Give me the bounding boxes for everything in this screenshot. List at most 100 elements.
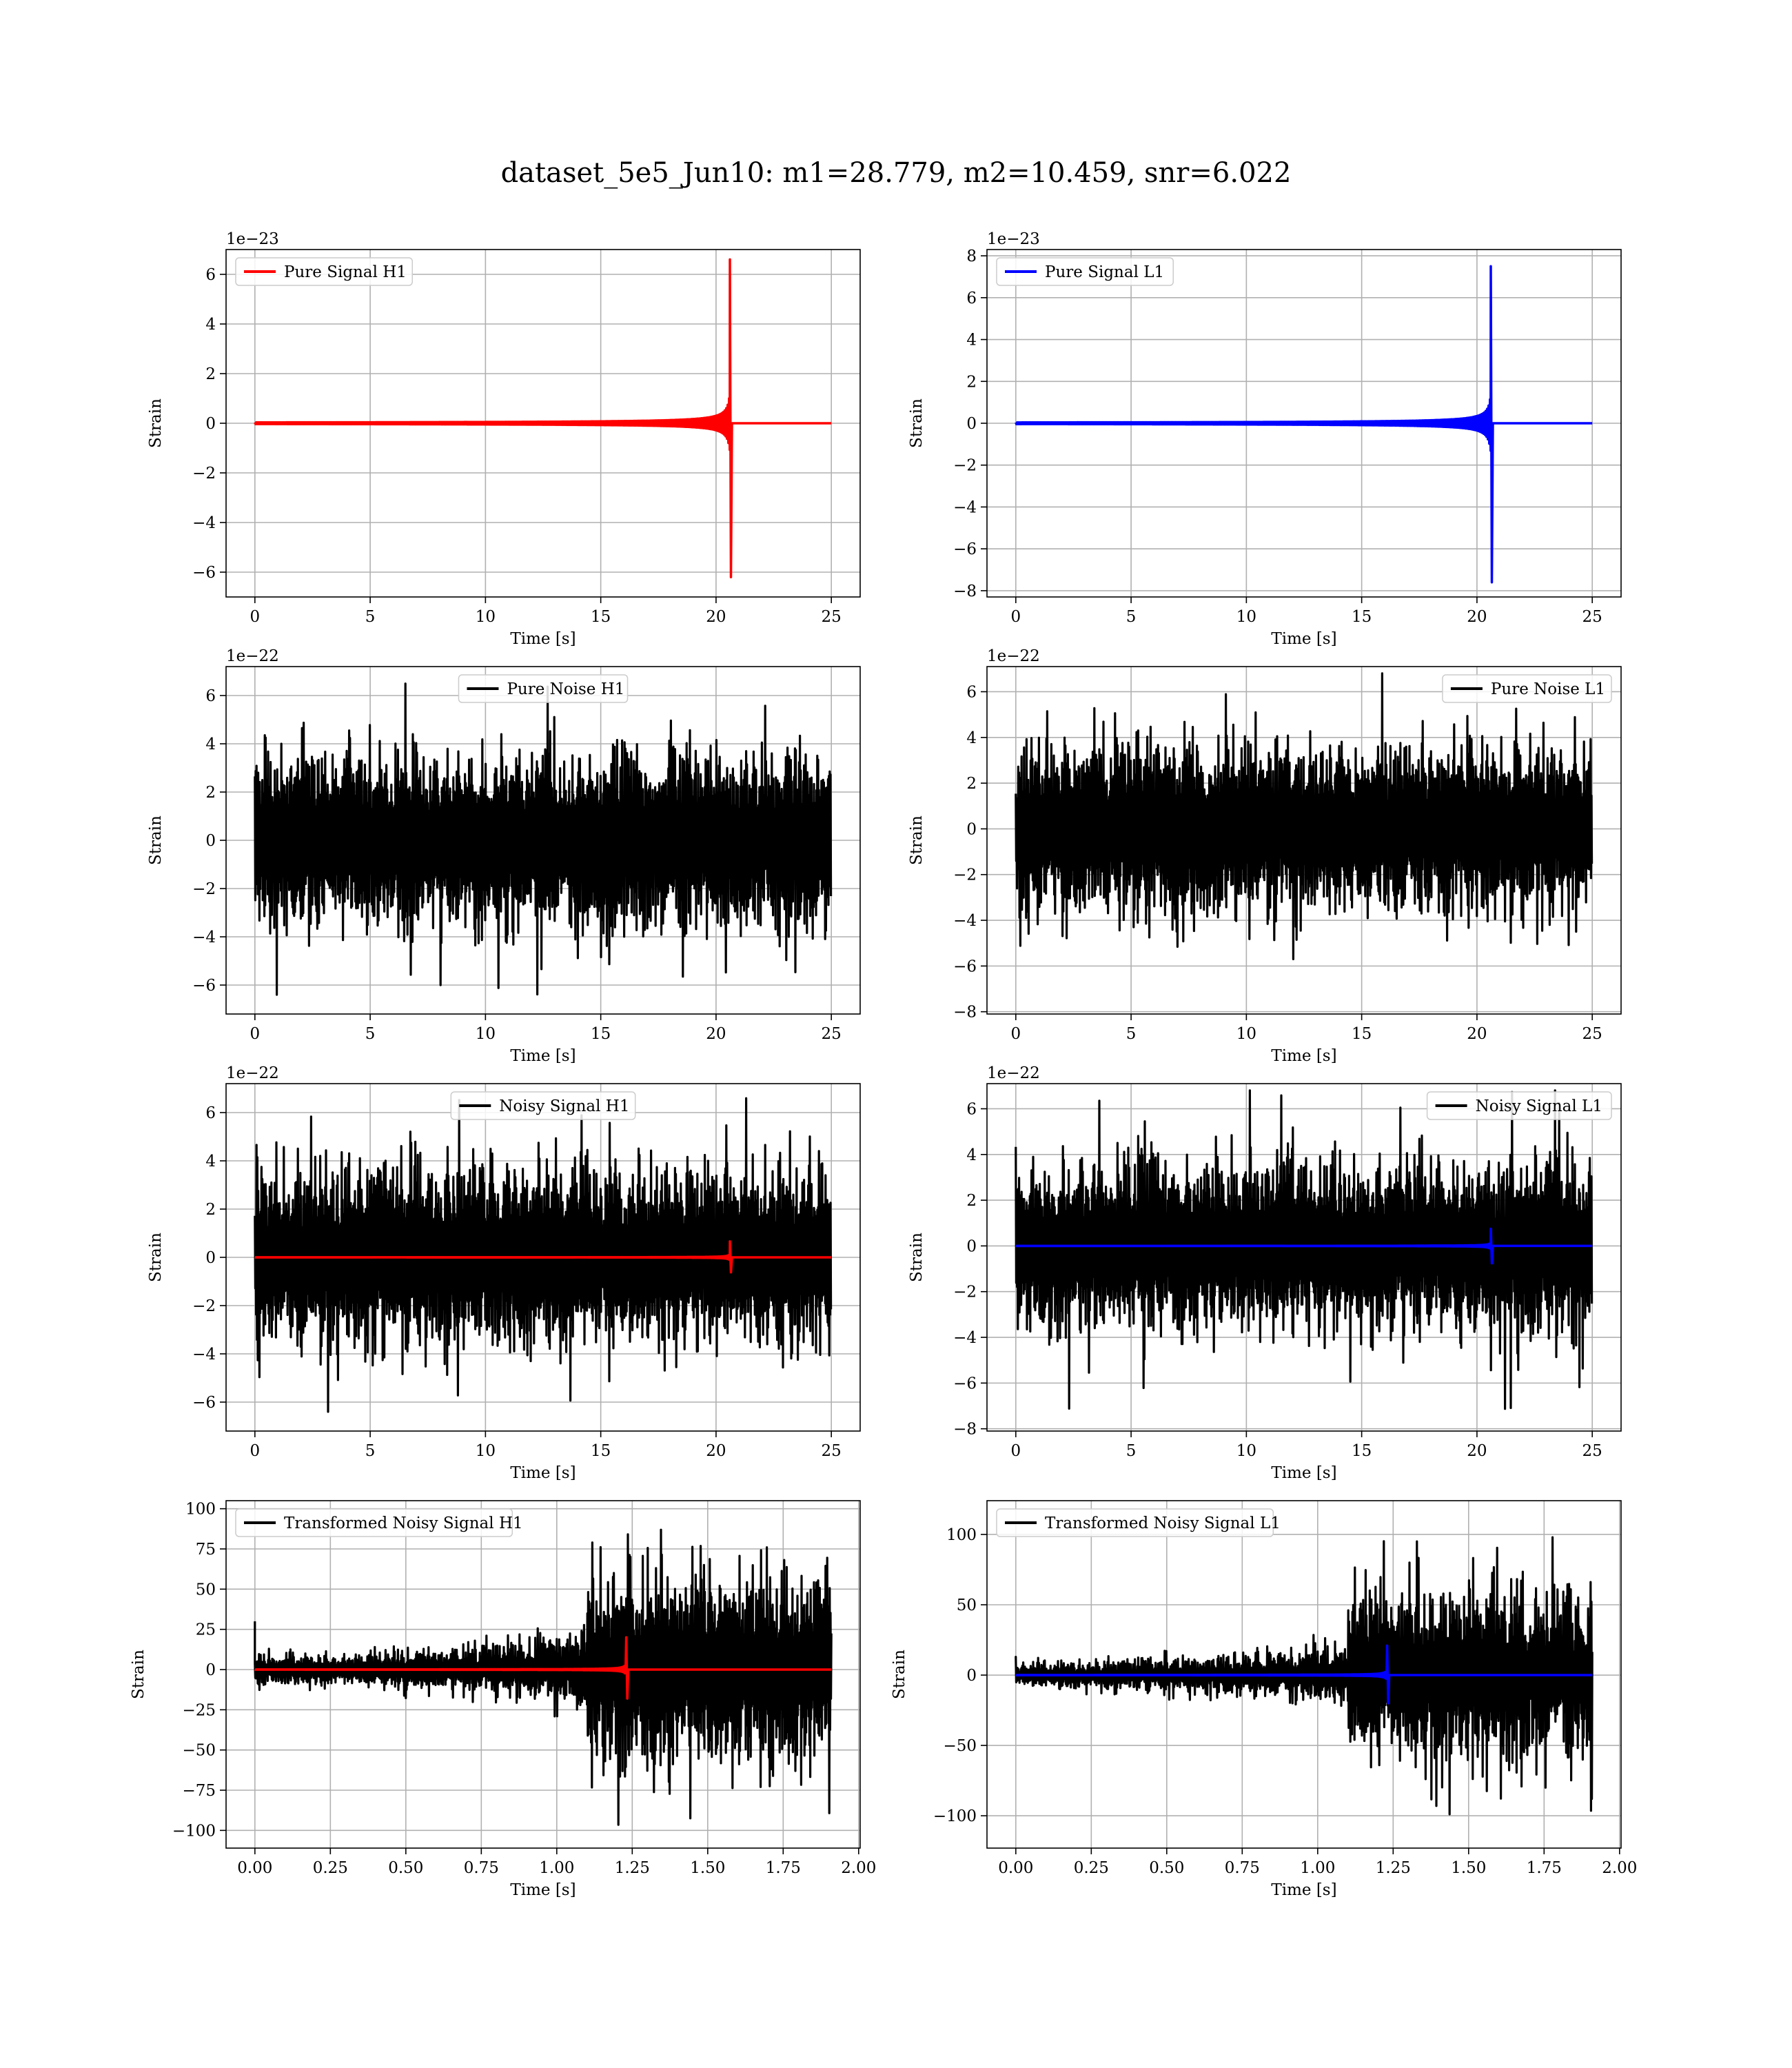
legend-label: Pure Noise L1	[1491, 680, 1605, 698]
x-tick-label: 25	[1582, 608, 1602, 626]
x-tick-label: 20	[706, 1025, 726, 1043]
x-tick-label: 25	[822, 1025, 842, 1043]
y-tick-label: 6	[205, 1104, 216, 1122]
y-tick-label: 50	[957, 1596, 977, 1614]
x-tick-label: 15	[1352, 608, 1372, 626]
panel-3: 0 5 10 15 20 25 −6 −4 −2 0 2 4 6 Time [s] Strain 1e−22 P…	[147, 647, 861, 1065]
x-tick-label: 1.50	[1451, 1859, 1486, 1877]
y-tick-label: 50	[196, 1581, 216, 1599]
series-line-1	[254, 258, 832, 578]
x-axis-label: Time [s]	[510, 630, 576, 648]
y-tick-label: 0	[966, 1237, 977, 1255]
x-axis-label: Time [s]	[1271, 1047, 1336, 1065]
y-tick-label: 6	[966, 683, 977, 701]
legend-label: Noisy Signal H1	[499, 1097, 629, 1115]
y-tick-label: 0	[966, 1667, 977, 1685]
legend-label: Pure Noise H1	[507, 680, 624, 698]
series-line-2	[254, 1240, 832, 1274]
y-tick-label: −4	[953, 1329, 977, 1347]
y-tick-label: −75	[182, 1782, 216, 1800]
series-line-1	[254, 682, 833, 996]
x-tick-label: 10	[1236, 1442, 1256, 1460]
y-tick-label: 4	[966, 332, 977, 349]
x-tick-label: 15	[1352, 1025, 1372, 1043]
y-tick-label: 100	[185, 1501, 216, 1519]
x-tick-label: 0	[250, 608, 260, 626]
series-line-1	[1015, 1089, 1594, 1410]
y-tick-label: 2	[966, 775, 977, 793]
y-tick-label: −100	[933, 1807, 977, 1825]
y-tick-label: −6	[953, 540, 977, 558]
y-tick-label: −50	[182, 1742, 216, 1760]
x-tick-label: 20	[706, 1442, 726, 1460]
x-tick-label: 0.75	[464, 1859, 499, 1877]
y-tick-label: 0	[205, 1661, 216, 1679]
axes-frame	[986, 1083, 1622, 1432]
y-axis-label: Strain	[147, 1233, 165, 1282]
panel-2: 0 5 10 15 20 25 −8 −6 −4 −2 0 2 4 6 8 Time [s] Strain 1e−…	[908, 230, 1622, 648]
x-tick-label: 10	[476, 1025, 496, 1043]
x-tick-label: 5	[365, 1442, 376, 1460]
panel-6: 0 5 10 15 20 25 −8 −6 −4 −2 0 2 4 6 Time [s] Strain 1e−2…	[908, 1064, 1622, 1482]
x-tick-label: 25	[822, 608, 842, 626]
y-tick-label: 25	[196, 1621, 216, 1639]
series-line-2	[1015, 1227, 1593, 1265]
y-tick-label: 4	[205, 316, 216, 334]
y-tick-label: −50	[943, 1737, 977, 1755]
offset-text: 1e−22	[987, 647, 1040, 665]
offset-text: 1e−23	[987, 230, 1040, 248]
offset-text: 1e−23	[226, 230, 279, 248]
y-tick-label: 2	[966, 1192, 977, 1210]
x-tick-label: 15	[591, 608, 611, 626]
x-tick-label: 20	[706, 608, 726, 626]
y-axis-label: Strain	[908, 1233, 926, 1282]
x-tick-label: 0.25	[313, 1859, 348, 1877]
x-tick-label: 10	[476, 608, 496, 626]
y-tick-label: −2	[192, 465, 216, 483]
y-tick-label: −2	[953, 1284, 977, 1301]
y-tick-label: −8	[953, 1004, 977, 1022]
x-tick-label: 25	[1582, 1025, 1602, 1043]
y-tick-label: −4	[953, 498, 977, 516]
y-tick-label: −2	[192, 880, 216, 898]
legend-box	[996, 1508, 1274, 1537]
x-tick-label: 5	[1126, 608, 1137, 626]
y-tick-label: 4	[205, 1153, 216, 1170]
legend-label: Pure Signal L1	[1045, 263, 1164, 281]
y-tick-label: −2	[192, 1297, 216, 1315]
x-tick-label: 20	[1467, 1025, 1487, 1043]
x-tick-label: 1.00	[1300, 1859, 1335, 1877]
x-tick-label: 0	[1010, 1442, 1021, 1460]
x-tick-label: 5	[365, 1025, 376, 1043]
y-tick-label: −6	[192, 1394, 216, 1412]
series-line-1	[254, 1528, 833, 1826]
axes-frame	[986, 249, 1622, 598]
axes-frame	[225, 1500, 861, 1849]
x-axis-label: Time [s]	[1271, 1881, 1336, 1899]
x-tick-label: 15	[1352, 1442, 1372, 1460]
x-tick-label: 20	[1467, 608, 1487, 626]
x-tick-label: 0	[250, 1025, 260, 1043]
x-tick-label: 0	[1010, 1025, 1021, 1043]
x-tick-label: 5	[365, 608, 376, 626]
y-tick-label: −8	[953, 1421, 977, 1439]
series-line-1	[1015, 672, 1594, 960]
x-tick-label: 1.75	[1527, 1859, 1562, 1877]
x-axis-label: Time [s]	[510, 1047, 576, 1065]
y-tick-label: 6	[966, 290, 977, 307]
x-tick-label: 1.00	[539, 1859, 574, 1877]
y-axis-label: Strain	[908, 815, 926, 865]
x-tick-label: 10	[1236, 608, 1256, 626]
y-tick-label: −4	[192, 514, 216, 532]
legend-box	[235, 1508, 513, 1537]
y-axis-label: Strain	[147, 815, 165, 865]
legend-box	[450, 1091, 636, 1120]
series-line-1	[1015, 265, 1593, 584]
x-axis-label: Time [s]	[510, 1464, 576, 1482]
y-tick-label: −2	[953, 457, 977, 475]
x-tick-label: 1.25	[615, 1859, 650, 1877]
x-axis-label: Time [s]	[510, 1881, 576, 1899]
y-tick-label: 4	[966, 729, 977, 747]
y-tick-label: −6	[192, 564, 216, 582]
legend-label: Transformed Noisy Signal H1	[284, 1514, 523, 1532]
